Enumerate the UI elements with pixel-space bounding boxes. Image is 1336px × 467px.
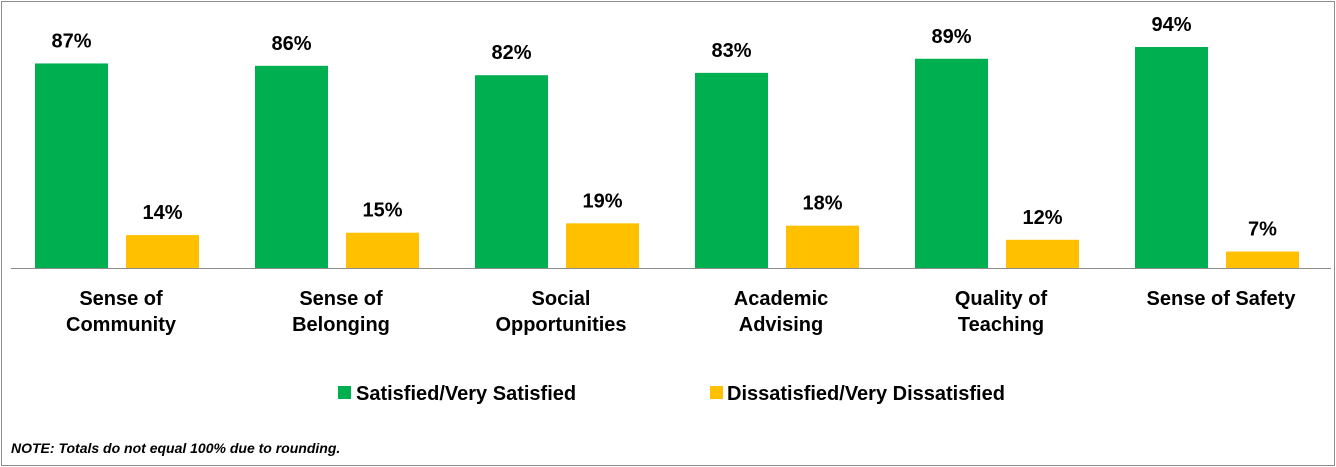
category-label-5: Sense of Safety <box>1147 288 1297 310</box>
chart-note: NOTE: Totals do not equal 100% due to ro… <box>11 440 341 456</box>
dissatisfied-bar-4 <box>1006 239 1079 268</box>
satisfied-data-label-2: 82% <box>491 42 531 64</box>
satisfied-data-label-4: 89% <box>931 26 971 48</box>
category-label-3-line-0: Academic <box>734 288 829 310</box>
category-label-1-line-0: Sense of <box>299 288 383 310</box>
category-label-1-line-1: Belonging <box>292 314 390 336</box>
satisfied-bar-2 <box>475 75 548 268</box>
satisfied-bar-5 <box>1135 47 1208 268</box>
satisfied-bar-4 <box>915 58 988 269</box>
satisfied-bar-0 <box>35 63 108 269</box>
dissatisfied-data-label-5: 7% <box>1248 219 1277 241</box>
satisfied-data-label-1: 86% <box>271 33 311 55</box>
satisfied-bar-3 <box>695 72 768 269</box>
dissatisfied-data-label-0: 14% <box>142 202 182 224</box>
dissatisfied-data-label-1: 15% <box>362 200 402 222</box>
dissatisfied-bar-3 <box>786 225 859 268</box>
dissatisfied-data-label-2: 19% <box>582 190 622 212</box>
dissatisfied-bar-1 <box>346 232 419 268</box>
category-label-2-line-0: Social <box>532 288 591 310</box>
satisfied-data-label-5: 94% <box>1151 14 1191 36</box>
satisfied-bar-1 <box>255 65 328 269</box>
dissatisfied-data-label-4: 12% <box>1022 207 1062 229</box>
legend-label-0: Satisfied/Very Satisfied <box>356 383 576 405</box>
category-label-2-line-1: Opportunities <box>495 314 626 336</box>
dissatisfied-bar-0 <box>126 235 199 268</box>
dissatisfied-data-label-3: 18% <box>802 193 842 215</box>
category-label-4-line-0: Quality of <box>955 288 1048 310</box>
legend-swatch-1 <box>710 386 723 399</box>
satisfied-data-label-3: 83% <box>711 40 751 62</box>
legend-label-1: Dissatisfied/Very Dissatisfied <box>727 383 1005 405</box>
category-label-0-line-0: Sense of <box>79 288 163 310</box>
legend-swatch-0 <box>338 386 351 399</box>
dissatisfied-bar-2 <box>566 223 639 268</box>
satisfied-data-label-0: 87% <box>51 30 91 52</box>
dissatisfied-bar-5 <box>1226 251 1299 268</box>
category-label-3-line-1: Advising <box>739 314 823 336</box>
category-label-0-line-1: Community <box>66 314 177 336</box>
category-label-4-line-1: Teaching <box>958 314 1044 336</box>
